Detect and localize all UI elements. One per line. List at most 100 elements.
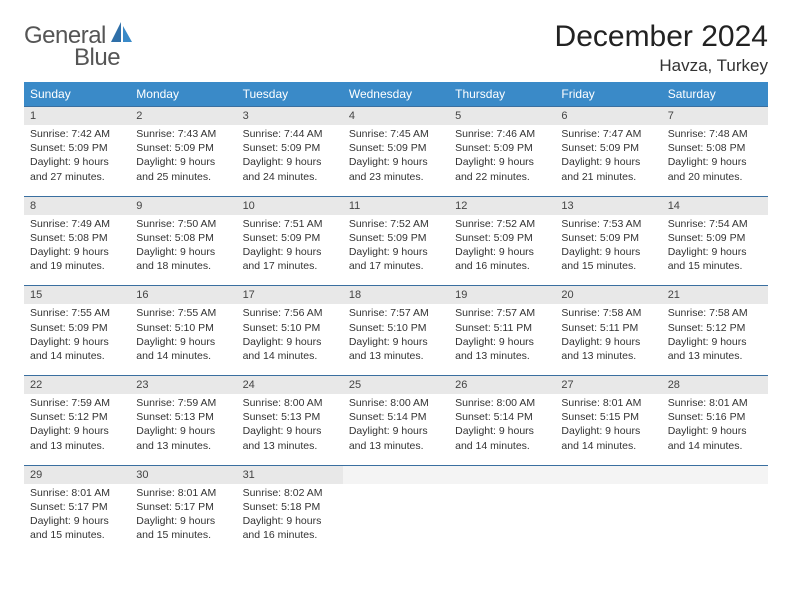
day-detail-cell: Sunrise: 8:00 AMSunset: 5:14 PMDaylight:… [343, 394, 449, 465]
sunrise-text: Sunrise: 7:59 AM [30, 396, 124, 410]
header: General Blue December 2024 Havza, Turkey [24, 20, 768, 76]
day-detail-cell: Sunrise: 7:49 AMSunset: 5:08 PMDaylight:… [24, 215, 130, 286]
daynum-row: 15161718192021 [24, 286, 768, 305]
day-detail-cell: Sunrise: 7:54 AMSunset: 5:09 PMDaylight:… [662, 215, 768, 286]
daylight-text-2: and 17 minutes. [349, 259, 443, 273]
detail-row: Sunrise: 7:55 AMSunset: 5:09 PMDaylight:… [24, 304, 768, 375]
day-number-cell: 26 [449, 376, 555, 395]
day-header: Tuesday [237, 82, 343, 107]
daylight-text-2: and 23 minutes. [349, 170, 443, 184]
daylight-text-2: and 20 minutes. [668, 170, 762, 184]
daylight-text-1: Daylight: 9 hours [455, 245, 549, 259]
day-number-cell: 18 [343, 286, 449, 305]
daylight-text-1: Daylight: 9 hours [243, 424, 337, 438]
day-header: Wednesday [343, 82, 449, 107]
daylight-text-1: Daylight: 9 hours [30, 155, 124, 169]
sunset-text: Sunset: 5:17 PM [30, 500, 124, 514]
sunset-text: Sunset: 5:09 PM [30, 141, 124, 155]
daylight-text-1: Daylight: 9 hours [136, 155, 230, 169]
daylight-text-1: Daylight: 9 hours [136, 514, 230, 528]
day-header: Monday [130, 82, 236, 107]
sunset-text: Sunset: 5:12 PM [30, 410, 124, 424]
day-detail-cell: Sunrise: 8:00 AMSunset: 5:14 PMDaylight:… [449, 394, 555, 465]
day-number-cell [343, 465, 449, 484]
daylight-text-1: Daylight: 9 hours [668, 155, 762, 169]
sunset-text: Sunset: 5:10 PM [136, 321, 230, 335]
daylight-text-2: and 14 minutes. [668, 439, 762, 453]
sunrise-text: Sunrise: 8:00 AM [349, 396, 443, 410]
sunrise-text: Sunrise: 7:59 AM [136, 396, 230, 410]
sunrise-text: Sunrise: 7:55 AM [30, 306, 124, 320]
daylight-text-2: and 15 minutes. [30, 528, 124, 542]
sunset-text: Sunset: 5:08 PM [668, 141, 762, 155]
sunrise-text: Sunrise: 8:01 AM [668, 396, 762, 410]
day-detail-cell: Sunrise: 7:48 AMSunset: 5:08 PMDaylight:… [662, 125, 768, 196]
daylight-text-2: and 13 minutes. [349, 349, 443, 363]
day-number-cell: 30 [130, 465, 236, 484]
daylight-text-2: and 25 minutes. [136, 170, 230, 184]
day-number-cell: 5 [449, 107, 555, 126]
sunrise-text: Sunrise: 7:46 AM [455, 127, 549, 141]
sunrise-text: Sunrise: 8:01 AM [136, 486, 230, 500]
sunset-text: Sunset: 5:13 PM [243, 410, 337, 424]
day-number-cell: 9 [130, 196, 236, 215]
sunset-text: Sunset: 5:18 PM [243, 500, 337, 514]
sunset-text: Sunset: 5:09 PM [349, 231, 443, 245]
daylight-text-1: Daylight: 9 hours [243, 514, 337, 528]
sunrise-text: Sunrise: 7:52 AM [455, 217, 549, 231]
daylight-text-1: Daylight: 9 hours [243, 155, 337, 169]
daylight-text-2: and 13 minutes. [561, 349, 655, 363]
day-number-cell: 29 [24, 465, 130, 484]
sunset-text: Sunset: 5:09 PM [243, 141, 337, 155]
day-detail-cell: Sunrise: 7:58 AMSunset: 5:12 PMDaylight:… [662, 304, 768, 375]
daylight-text-1: Daylight: 9 hours [349, 245, 443, 259]
daylight-text-2: and 27 minutes. [30, 170, 124, 184]
sunset-text: Sunset: 5:14 PM [349, 410, 443, 424]
day-number-cell: 14 [662, 196, 768, 215]
day-detail-cell [662, 484, 768, 555]
detail-row: Sunrise: 7:59 AMSunset: 5:12 PMDaylight:… [24, 394, 768, 465]
daylight-text-1: Daylight: 9 hours [561, 335, 655, 349]
day-detail-cell: Sunrise: 7:55 AMSunset: 5:10 PMDaylight:… [130, 304, 236, 375]
daylight-text-2: and 15 minutes. [136, 528, 230, 542]
day-detail-cell: Sunrise: 7:51 AMSunset: 5:09 PMDaylight:… [237, 215, 343, 286]
sunrise-text: Sunrise: 7:43 AM [136, 127, 230, 141]
day-detail-cell: Sunrise: 7:45 AMSunset: 5:09 PMDaylight:… [343, 125, 449, 196]
sunset-text: Sunset: 5:10 PM [243, 321, 337, 335]
sunset-text: Sunset: 5:11 PM [561, 321, 655, 335]
day-number-cell: 23 [130, 376, 236, 395]
location: Havza, Turkey [555, 56, 768, 76]
sunset-text: Sunset: 5:13 PM [136, 410, 230, 424]
daylight-text-2: and 17 minutes. [243, 259, 337, 273]
sunrise-text: Sunrise: 8:02 AM [243, 486, 337, 500]
day-detail-cell: Sunrise: 7:57 AMSunset: 5:10 PMDaylight:… [343, 304, 449, 375]
daylight-text-2: and 13 minutes. [668, 349, 762, 363]
day-detail-cell: Sunrise: 7:57 AMSunset: 5:11 PMDaylight:… [449, 304, 555, 375]
sunset-text: Sunset: 5:09 PM [136, 141, 230, 155]
sunrise-text: Sunrise: 7:44 AM [243, 127, 337, 141]
daylight-text-1: Daylight: 9 hours [136, 424, 230, 438]
day-detail-cell: Sunrise: 7:42 AMSunset: 5:09 PMDaylight:… [24, 125, 130, 196]
daylight-text-1: Daylight: 9 hours [30, 514, 124, 528]
day-number-cell: 20 [555, 286, 661, 305]
sunset-text: Sunset: 5:09 PM [30, 321, 124, 335]
daylight-text-2: and 13 minutes. [30, 439, 124, 453]
daylight-text-1: Daylight: 9 hours [455, 335, 549, 349]
day-detail-cell [343, 484, 449, 555]
sunrise-text: Sunrise: 7:45 AM [349, 127, 443, 141]
day-detail-cell [555, 484, 661, 555]
day-number-cell: 12 [449, 196, 555, 215]
day-number-cell: 2 [130, 107, 236, 126]
day-header: Friday [555, 82, 661, 107]
sunrise-text: Sunrise: 7:42 AM [30, 127, 124, 141]
sunrise-text: Sunrise: 7:57 AM [455, 306, 549, 320]
daynum-row: 293031 [24, 465, 768, 484]
day-detail-cell: Sunrise: 7:59 AMSunset: 5:12 PMDaylight:… [24, 394, 130, 465]
daylight-text-2: and 21 minutes. [561, 170, 655, 184]
sunrise-text: Sunrise: 8:00 AM [455, 396, 549, 410]
day-number-cell: 22 [24, 376, 130, 395]
daylight-text-2: and 14 minutes. [561, 439, 655, 453]
day-number-cell [449, 465, 555, 484]
sunrise-text: Sunrise: 7:55 AM [136, 306, 230, 320]
daylight-text-2: and 13 minutes. [136, 439, 230, 453]
